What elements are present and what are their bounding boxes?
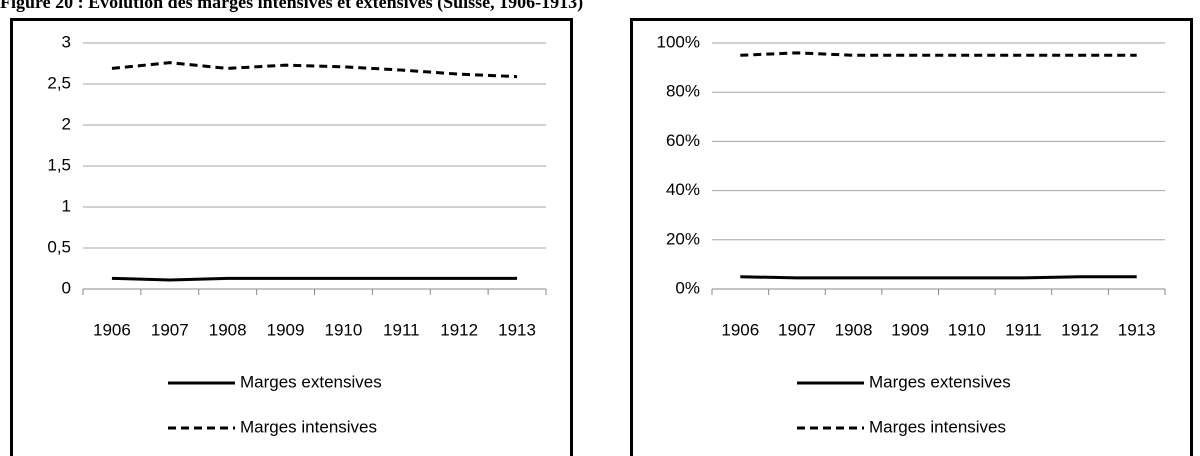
chart-frame — [630, 18, 1193, 456]
x-tick-label: 1913 — [1118, 320, 1156, 339]
x-tick-label: 1907 — [778, 320, 816, 339]
y-tick-label: 100% — [657, 32, 700, 51]
y-tick-label: 80% — [666, 82, 700, 101]
x-tick-label: 1906 — [721, 320, 759, 339]
legend-label: Marges intensives — [869, 417, 1006, 436]
y-tick-label: 40% — [666, 180, 700, 199]
y-tick-label: 2,5 — [47, 73, 71, 92]
y-tick-label: 60% — [666, 131, 700, 150]
y-tick-label: 0,5 — [47, 237, 71, 256]
y-tick-label: 2 — [62, 114, 71, 133]
x-tick-label: 1910 — [948, 320, 986, 339]
x-tick-label: 1907 — [151, 320, 189, 339]
y-tick-label: 20% — [666, 229, 700, 248]
y-tick-label: 1 — [62, 196, 71, 215]
x-tick-label: 1912 — [1061, 320, 1099, 339]
y-tick-label: 0% — [675, 278, 700, 297]
x-tick-label: 1909 — [891, 320, 929, 339]
x-tick-label: 1908 — [835, 320, 873, 339]
legend-label: Marges intensives — [240, 417, 377, 436]
series-line — [740, 275, 1137, 280]
x-tick-label: 1913 — [498, 320, 536, 339]
x-tick-label: 1906 — [93, 320, 131, 339]
series-line — [111, 61, 518, 79]
figure-title: Figure 20 : Evolution des marges intensi… — [0, 0, 583, 13]
x-tick-label: 1912 — [440, 320, 478, 339]
x-tick-label: 1909 — [267, 320, 305, 339]
y-tick-label: 0 — [62, 278, 71, 297]
y-tick-label: 3 — [62, 32, 71, 51]
legend-label: Marges extensives — [240, 372, 382, 391]
x-tick-label: 1910 — [325, 320, 363, 339]
x-tick-label: 1911 — [1005, 320, 1042, 339]
series-line — [740, 51, 1137, 57]
x-tick-label: 1911 — [383, 320, 420, 339]
x-tick-label: 1908 — [209, 320, 247, 339]
chart-frame — [10, 18, 573, 456]
y-tick-label: 1,5 — [47, 155, 71, 174]
legend-label: Marges extensives — [869, 372, 1011, 391]
series-line — [111, 276, 518, 282]
